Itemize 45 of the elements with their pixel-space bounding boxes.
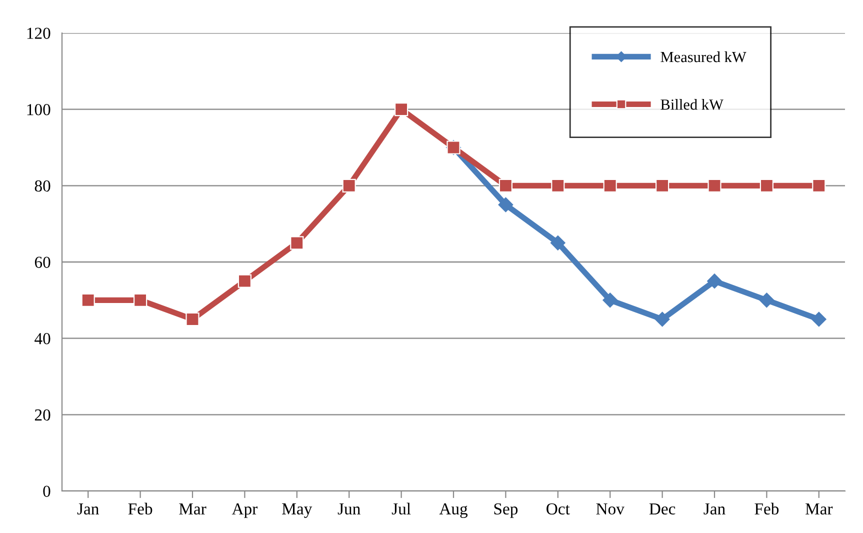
point: [498, 178, 513, 192]
x-tick-label: Mar: [179, 503, 206, 515]
point: [655, 178, 670, 192]
x-tick-label: Apr: [232, 503, 258, 518]
y-tick-label: 100: [27, 104, 50, 116]
point: [186, 312, 200, 326]
x-tick-label: Feb: [754, 502, 779, 515]
x-tick-label: Sep: [494, 503, 518, 518]
point: [603, 178, 617, 192]
point: [759, 292, 774, 308]
x-tick-label: Aug: [439, 503, 468, 518]
point: [550, 235, 566, 250]
point: [654, 312, 670, 327]
point: [290, 236, 304, 250]
x-tick-label: Jan: [704, 503, 726, 515]
x-tick-label: Oct: [546, 503, 570, 515]
point: [133, 293, 148, 307]
legend-label: Billed kW: [660, 98, 724, 110]
legend-label: Measured kW: [660, 51, 746, 62]
y-tick-label: 20: [34, 409, 50, 421]
point: [811, 312, 826, 327]
x-tick-label: May: [282, 503, 312, 518]
point: [238, 274, 252, 288]
x-tick-label: Jun: [338, 503, 360, 515]
x-tick-label: Dec: [649, 503, 676, 515]
x-tick-label: Jul: [392, 502, 411, 515]
point: [760, 178, 774, 192]
point: [812, 178, 826, 192]
y-tick-label: 120: [27, 28, 50, 39]
x-tick-label: Mar: [805, 503, 833, 515]
point: [394, 102, 408, 116]
x-tick-label: Feb: [128, 502, 152, 515]
point: [342, 178, 356, 192]
y-tick-label: 60: [34, 256, 50, 268]
x-tick-label: Jan: [77, 503, 99, 515]
point: [498, 197, 514, 212]
point: [602, 292, 618, 308]
x-tick-label: Nov: [596, 503, 624, 515]
y-tick-label: 80: [34, 180, 50, 192]
y-tick-label: 0: [43, 486, 50, 497]
point: [708, 178, 722, 192]
y-tick-label: 40: [34, 333, 50, 344]
point: [81, 293, 95, 307]
point: [551, 178, 565, 192]
point: [707, 274, 722, 289]
